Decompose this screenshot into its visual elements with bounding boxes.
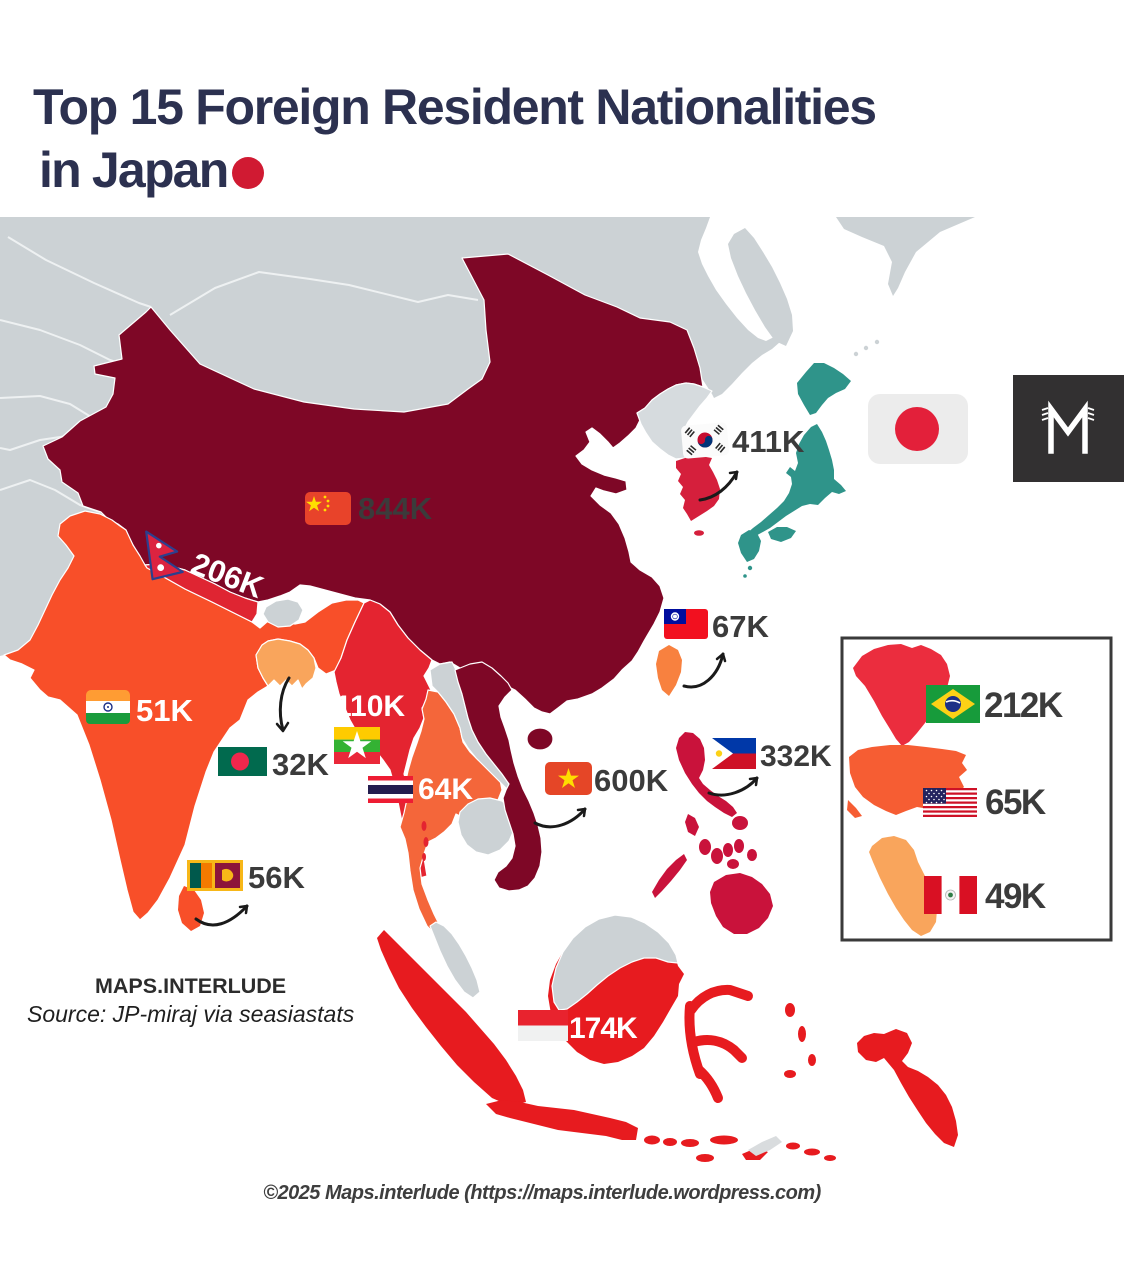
svg-text:110K: 110K bbox=[335, 690, 405, 723]
svg-text:411K: 411K bbox=[732, 424, 805, 459]
svg-text:MAPS.INTERLUDE: MAPS.INTERLUDE bbox=[95, 974, 286, 998]
svg-text:©2025 Maps.interlude (https://: ©2025 Maps.interlude (https://maps.inter… bbox=[263, 1182, 821, 1204]
svg-text:56K: 56K bbox=[248, 860, 305, 895]
svg-text:32K: 32K bbox=[272, 747, 329, 782]
svg-text:600K: 600K bbox=[594, 763, 669, 798]
svg-text:212K: 212K bbox=[984, 686, 1063, 725]
svg-text:Top 15 Foreign Resident Nation: Top 15 Foreign Resident Nationalities bbox=[33, 79, 876, 135]
svg-text:844K: 844K bbox=[358, 491, 433, 526]
svg-text:65K: 65K bbox=[985, 783, 1046, 822]
svg-text:67K: 67K bbox=[712, 609, 769, 644]
svg-text:332K: 332K bbox=[760, 740, 832, 773]
svg-text:51K: 51K bbox=[136, 693, 193, 728]
svg-text:64K: 64K bbox=[418, 773, 473, 806]
svg-text:Source: JP-miraj via seasiasta: Source: JP-miraj via seasiastats bbox=[27, 1001, 355, 1027]
svg-text:in Japan: in Japan bbox=[39, 142, 227, 198]
svg-text:49K: 49K bbox=[985, 877, 1046, 916]
svg-text:174K: 174K bbox=[569, 1012, 638, 1045]
